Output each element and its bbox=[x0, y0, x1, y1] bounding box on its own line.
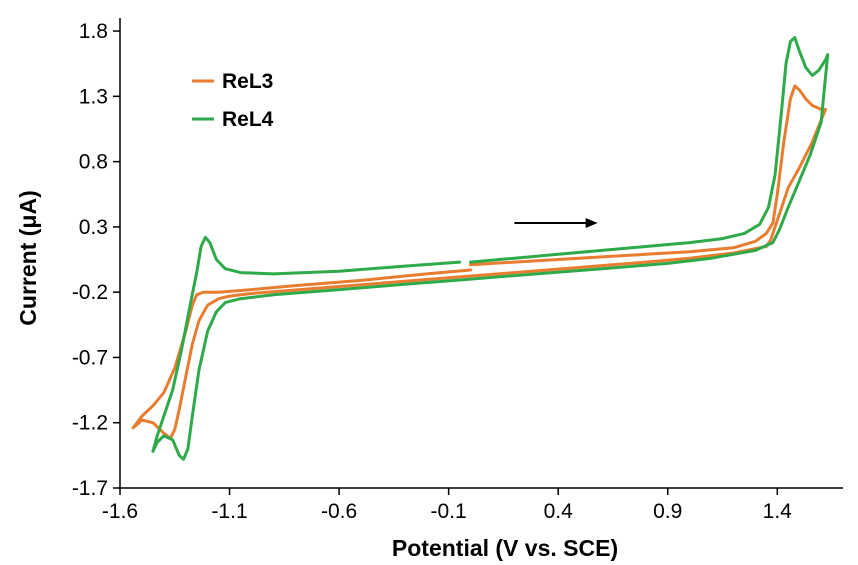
scan-direction-arrow bbox=[514, 217, 598, 228]
y-axis-title: Current (μA) bbox=[15, 190, 41, 325]
series-layer bbox=[131, 36, 830, 461]
y-tick-label: 0.8 bbox=[79, 151, 108, 174]
series-line-rel3 bbox=[131, 84, 827, 440]
y-tick-label: 1.8 bbox=[79, 20, 108, 43]
x-tick-label: -0.1 bbox=[431, 500, 467, 523]
y-tick-label: -1.7 bbox=[72, 477, 108, 500]
y-tick-label: -1.2 bbox=[72, 412, 108, 435]
y-tick-label: 1.3 bbox=[79, 85, 108, 108]
x-tick-label: 0.4 bbox=[544, 500, 574, 523]
legend-label-rel4: ReL4 bbox=[222, 108, 274, 131]
x-tick-label: -1.1 bbox=[211, 500, 247, 523]
x-tick-label: -1.6 bbox=[102, 500, 138, 523]
y-tick-label: -0.7 bbox=[72, 346, 108, 369]
ticks: -1.7 -1.2 -0.7 -0.2 0.3 0.8 1.3 1.8 -1.6 -1.1 -0.6… bbox=[72, 20, 792, 523]
x-tick-label: 0.9 bbox=[653, 500, 682, 523]
legend-label-rel3: ReL3 bbox=[222, 70, 273, 93]
series-line-rel4 bbox=[151, 36, 830, 461]
x-tick-label: 1.4 bbox=[763, 500, 793, 523]
y-tick-label: -0.2 bbox=[72, 281, 108, 304]
y-tick-label: 0.3 bbox=[79, 216, 108, 239]
x-axis-title: Potential (V vs. SCE) bbox=[392, 535, 618, 561]
legend: ReL3 ReL4 bbox=[192, 70, 274, 131]
x-tick-label: -0.6 bbox=[321, 500, 357, 523]
arrow-head bbox=[585, 217, 598, 228]
